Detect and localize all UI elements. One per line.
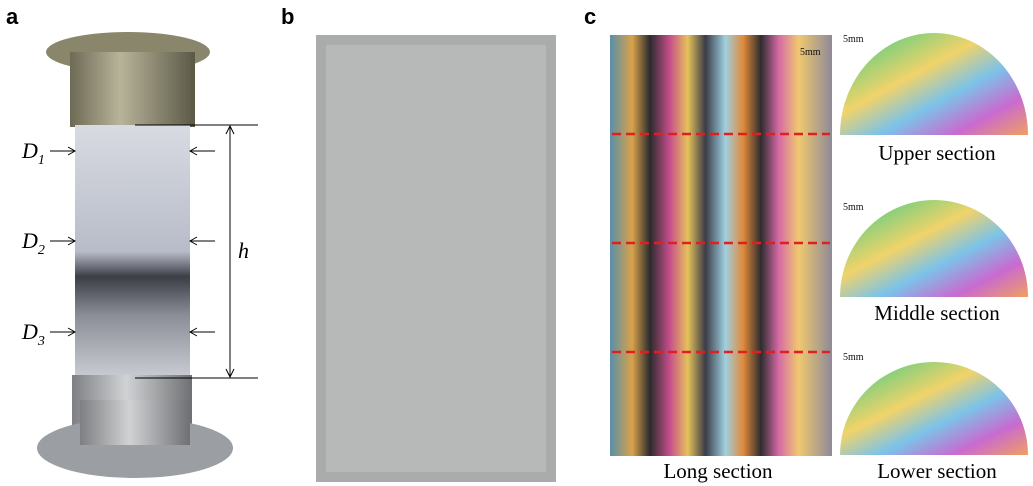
figure: a D1 D2 D3 h b c 5mm Long section 5mm Up… — [0, 0, 1033, 486]
ice-sample — [75, 125, 190, 378]
diameter-label: D2 — [21, 228, 45, 258]
bottom-neck — [80, 400, 190, 445]
caption: Long section — [663, 459, 773, 483]
ice-slab-face — [326, 45, 546, 472]
top-cap — [70, 52, 195, 127]
caption: Upper section — [878, 141, 996, 165]
scale-label: 5mm — [800, 47, 821, 58]
long-section-image — [610, 35, 832, 456]
caption: Lower section — [877, 459, 997, 483]
cross-section-image — [840, 362, 1028, 455]
diameter-label: D1 — [21, 138, 45, 168]
scale-label: 5mm — [843, 352, 864, 363]
panel-label: a — [6, 4, 19, 29]
diameter-label: D3 — [21, 319, 45, 349]
panel-label: b — [281, 4, 294, 29]
cross-section-image — [840, 200, 1028, 297]
scale-label: 5mm — [843, 202, 864, 213]
scale-label: 5mm — [843, 34, 864, 45]
caption: Middle section — [874, 301, 1000, 325]
panel-label: c — [584, 4, 596, 29]
cross-section-image — [840, 33, 1028, 135]
height-label: h — [238, 238, 249, 263]
